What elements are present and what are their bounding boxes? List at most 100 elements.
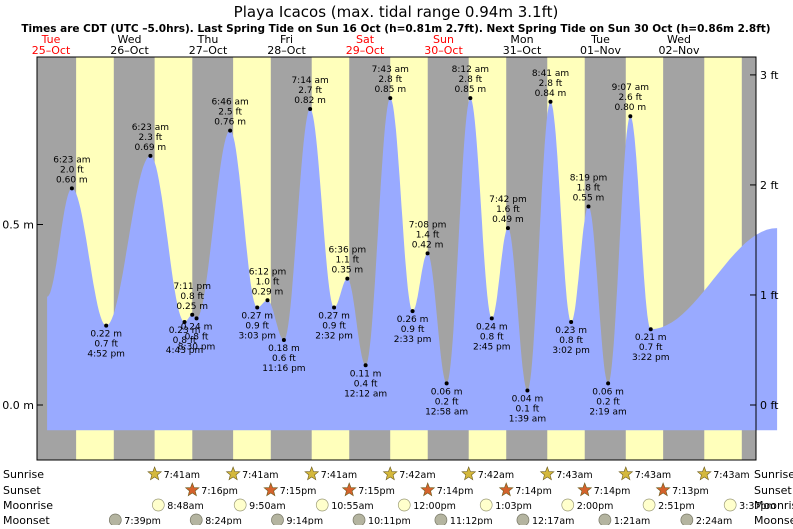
moonrise-icon [315, 498, 329, 512]
tide-point [332, 305, 337, 310]
tide-point [410, 309, 415, 314]
day-name: Fri [280, 33, 293, 46]
tide-label: 0.9 ft [245, 322, 269, 332]
tide-label: 0.80 m [614, 103, 646, 113]
moonset-icon [598, 513, 612, 527]
tide-label: 9:07 am [612, 83, 649, 93]
tide-label: 0.2 ft [596, 397, 620, 407]
tide-label: 2.0 ft [60, 165, 84, 175]
moonset-icon [271, 513, 284, 527]
sunrise-time: 7:41am [242, 470, 278, 481]
moonset-time: 9:14pm [286, 516, 323, 525]
tide-point [505, 226, 510, 231]
sunrise-time: 7:41am [164, 470, 200, 481]
moonrise-icon [723, 498, 737, 512]
tide-point [148, 153, 153, 158]
tide-label: 0.7 ft [94, 340, 118, 350]
tide-label: 1.0 ft [256, 277, 280, 287]
sunset-icon [577, 482, 593, 497]
sunrise-icon [382, 466, 398, 481]
tide-point [104, 323, 109, 328]
moonrise-icon [561, 498, 575, 512]
tide-label: 4:52 pm [87, 350, 125, 360]
tide-label: 6:46 am [211, 98, 248, 108]
tide-point [363, 363, 368, 368]
moonset-icon [516, 513, 530, 527]
row-label-right-sunrise: Sunrise [754, 468, 793, 481]
tide-label: 12:58 am [425, 407, 468, 417]
tide-label: 4:43 pm [166, 346, 204, 356]
left-axis-tick-label: 0.0 m [2, 399, 34, 412]
row-label-left-sunrise: Sunrise [3, 468, 44, 481]
tide-label: 0.06 m [592, 387, 624, 397]
chart-subtitle: Times are CDT (UTC –5.0hrs). Last Spring… [21, 23, 770, 35]
moonset-icon [680, 513, 694, 527]
tide-point [444, 381, 449, 386]
tide-label: 0.26 m [397, 315, 429, 325]
moonset-icon [189, 513, 203, 527]
tide-label: 0.76 m [214, 118, 246, 128]
sunrise-icon [147, 466, 163, 481]
row-label-left-moonrise: Moonrise [3, 499, 53, 512]
moonrise-time: 2:51pm [658, 501, 695, 512]
tide-label: 1.1 ft [335, 256, 359, 266]
tide-label: 11:16 pm [262, 364, 305, 374]
tide-label: 6:12 pm [249, 267, 287, 277]
moonset-icon [108, 513, 122, 527]
sunrise-icon [696, 466, 712, 481]
sunset-icon [498, 482, 514, 497]
tide-label: 0.8 ft [180, 292, 204, 302]
day-name: Tue [590, 33, 610, 46]
day-name: Mon [510, 33, 533, 46]
day-date: 25–Oct [32, 44, 71, 57]
right-axis-tick-label: 2 ft [760, 179, 779, 192]
tide-label: 8:41 am [532, 69, 569, 79]
tide-label: 2.8 ft [458, 75, 482, 85]
tide-label: 2.8 ft [378, 75, 402, 85]
moonrise-time: 8:48am [167, 501, 203, 512]
left-axis-tick-label: 0.5 m [2, 219, 34, 232]
tide-label: 0.04 m [512, 395, 544, 405]
tide-label: 3:22 pm [632, 353, 670, 363]
moonset-time: 1:21am [614, 516, 650, 525]
tide-label: 0.55 m [573, 193, 605, 203]
sunrise-icon [225, 466, 241, 481]
day-date: 02–Nov [659, 44, 700, 57]
chart-title: Playa Icacos (max. tidal range 0.94m 3.1… [234, 3, 559, 21]
tide-label: 0.85 m [374, 85, 406, 95]
moonrise-icon [397, 498, 411, 512]
moonrise-icon [233, 498, 247, 512]
sunset-time: 7:15pm [358, 486, 395, 497]
row-label-right-moonrise: Moonrise [754, 499, 793, 512]
tide-label: 0.8 ft [173, 336, 197, 346]
tide-point [69, 186, 74, 191]
tide-point [606, 381, 611, 386]
day-name: Sat [356, 33, 375, 46]
axes: 0.0 m 0.5 m 0 ft 1 ft 2 ft 3 ft [2, 69, 779, 412]
tide-point [586, 204, 591, 209]
tide-label: 7:14 am [291, 76, 328, 86]
tide-label: 0.11 m [350, 369, 382, 379]
day-name: Wed [118, 33, 142, 46]
tide-label: 0.7 ft [639, 343, 663, 353]
moonset-time: 7:39pm [124, 516, 161, 525]
tide-label: 6:23 am [53, 155, 90, 165]
tide-label: 0.82 m [294, 96, 326, 106]
tide-point [569, 319, 574, 324]
right-axis-tick-label: 1 ft [760, 289, 779, 302]
sunset-time: 7:14pm [515, 486, 552, 497]
tide-point [345, 276, 350, 281]
tide-label: 2.6 ft [618, 93, 642, 103]
sunset-time: 7:15pm [280, 486, 317, 497]
tide-label: 1.6 ft [496, 205, 520, 215]
tide-point [182, 319, 187, 324]
row-label-left-moonset: Moonset [3, 514, 50, 525]
tide-label: 7:42 pm [489, 195, 527, 205]
moonset-icon [352, 513, 366, 527]
sun-moon-rows: Sunrise Sunrise Sunset Sunset Moonrise Moonri… [3, 466, 793, 527]
tide-point [525, 388, 530, 393]
row-label-right-moonset: Moonset [754, 514, 793, 525]
sunset-time: 7:14pm [437, 486, 474, 497]
tide-point [265, 298, 270, 303]
tide-label: 6:36 pm [329, 246, 367, 256]
